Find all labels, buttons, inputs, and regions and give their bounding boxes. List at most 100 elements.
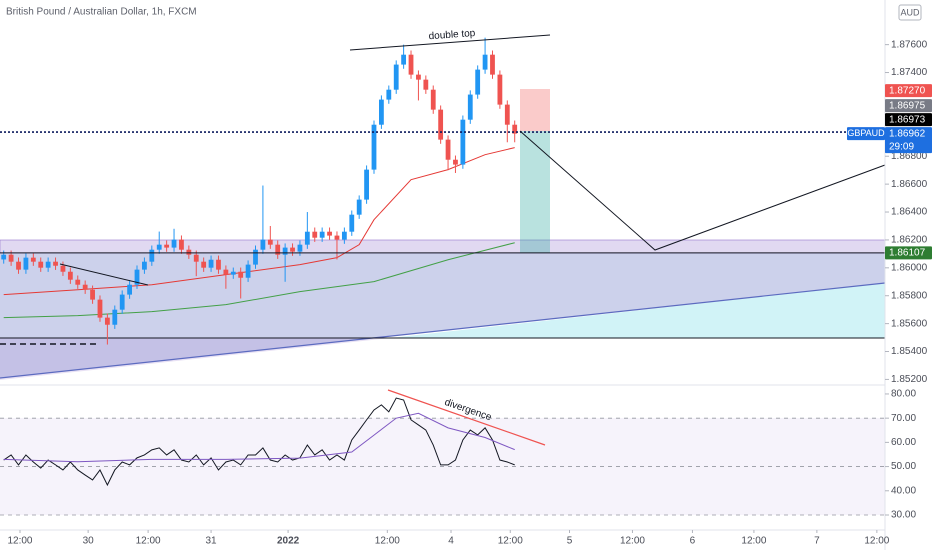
price-label: 1.87270 — [889, 85, 926, 96]
x-tick-label: 12:00 — [620, 536, 645, 547]
y-tick-label: 1.86200 — [891, 235, 928, 246]
candle-body — [497, 74, 503, 105]
x-tick-label: 30 — [83, 536, 95, 547]
double-top-line — [349, 34, 551, 51]
symbol-label: GBPAUD — [847, 128, 885, 138]
candle-body — [30, 257, 36, 262]
x-tick-label: 12:00 — [498, 536, 523, 547]
drawn-line — [59, 263, 149, 286]
trend-line — [0, 282, 886, 379]
stop-zone — [520, 89, 550, 131]
candle-body — [90, 289, 95, 300]
x-tick-label: 5 — [567, 536, 573, 547]
rsi-plot — [0, 397, 885, 516]
candle-body — [134, 269, 140, 285]
candle-body — [156, 244, 162, 250]
candle-body — [186, 249, 192, 255]
x-tick-label: 12:00 — [741, 536, 766, 547]
candle-body — [149, 249, 155, 262]
candle-body — [8, 254, 14, 262]
x-tick-label: 2022 — [277, 536, 300, 547]
candle-body — [482, 54, 488, 70]
x-tick-label: 12:00 — [136, 536, 161, 547]
candle-body — [53, 261, 58, 266]
candle-body — [60, 265, 66, 272]
candle-body — [386, 89, 392, 100]
candle-body — [475, 69, 481, 95]
candle-body — [275, 244, 281, 255]
candle-body — [430, 89, 436, 110]
axes: 1.87600 1.87400 1.86800 1.86600 1.86400 1.862… — [7, 39, 932, 547]
candle-body — [371, 124, 377, 170]
candle-body — [408, 54, 414, 75]
candle-body — [193, 254, 199, 262]
chart-title: British Pound / Australian Dollar, 1h, F… — [6, 7, 197, 18]
y-tick-label: 30.00 — [891, 510, 916, 521]
candle-body — [401, 54, 407, 65]
candle-body — [179, 239, 184, 250]
candle-body — [297, 244, 303, 252]
candle-body — [1, 254, 7, 260]
price-label-box — [885, 246, 932, 260]
candle-body — [334, 235, 340, 240]
y-tick-label: 1.87400 — [891, 67, 928, 78]
candle-body — [223, 269, 229, 275]
x-tick-label: 31 — [206, 536, 218, 547]
candle-body — [282, 247, 288, 255]
y-tick-label: 1.85600 — [891, 318, 928, 329]
price-label: 1.86973 — [889, 114, 926, 125]
candle-body — [127, 284, 133, 295]
price-plot — [0, 37, 885, 345]
candle-body — [23, 257, 29, 270]
symbol-box — [847, 127, 885, 141]
candle-body — [460, 119, 466, 165]
candle-body — [467, 94, 473, 120]
channel-zone — [0, 253, 885, 378]
candle-body — [171, 239, 177, 248]
candle-body — [393, 64, 399, 90]
candle-body — [504, 104, 510, 125]
candle-body — [208, 259, 214, 268]
currency: AUD — [900, 7, 920, 17]
y-tick-label: 1.85200 — [891, 374, 928, 385]
candle-body — [319, 231, 325, 238]
candle-body — [238, 271, 244, 278]
y-tick-label: 1.86600 — [891, 179, 928, 190]
candle-body — [490, 54, 495, 75]
annotation: double top — [428, 28, 476, 42]
line-series — [3, 412, 515, 463]
price-label: 1.86975 — [889, 100, 926, 111]
x-tick-label: 6 — [690, 536, 696, 547]
y-tick-label: 40.00 — [891, 485, 916, 496]
x-tick-label: 12:00 — [864, 536, 889, 547]
candle-body — [82, 284, 88, 290]
candle-body — [230, 271, 236, 275]
candle-body — [416, 74, 421, 80]
candle-body — [453, 159, 458, 165]
target-zone — [520, 131, 550, 253]
candle-body — [423, 79, 429, 90]
candle-body — [304, 231, 310, 245]
candle-body — [267, 239, 273, 245]
candle-body — [312, 231, 318, 238]
candle-body — [216, 259, 221, 270]
candle-body — [438, 109, 444, 140]
price-label: 1.86107 — [889, 248, 926, 259]
candle-body — [16, 261, 21, 270]
candle-body — [142, 261, 147, 270]
projection-path — [519, 130, 886, 251]
y-tick-label: 50.00 — [891, 461, 916, 472]
candle-body — [327, 231, 332, 236]
lower-zone — [0, 338, 390, 380]
candle-body — [45, 261, 51, 268]
y-tick-label: 70.00 — [891, 413, 916, 424]
currency-badge[interactable] — [898, 4, 922, 21]
price-label-box — [885, 113, 932, 127]
y-tick-label: 1.87600 — [891, 39, 928, 50]
price-label-box — [885, 84, 932, 98]
y-tick-label: 1.86800 — [891, 151, 928, 162]
y-tick-label: 80.00 — [891, 389, 916, 400]
